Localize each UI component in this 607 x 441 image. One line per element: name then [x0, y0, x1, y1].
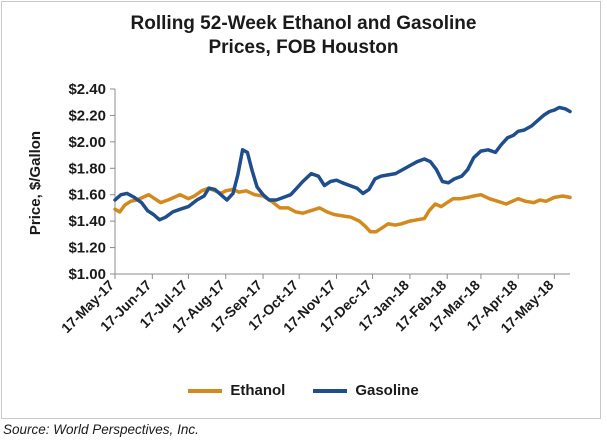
y-tick-label: $1.00 — [68, 266, 106, 283]
legend-label-ethanol: Ethanol — [230, 382, 286, 399]
y-axis-label: Price, $/Gallon — [27, 131, 44, 235]
y-tick-label: $2.20 — [68, 107, 106, 124]
legend-swatch-gasoline — [313, 388, 348, 393]
y-tick-label: $1.80 — [68, 160, 106, 177]
chart-title-line-1: Rolling 52-Week Ethanol and Gasoline — [130, 13, 477, 34]
chart-title: Rolling 52-Week Ethanol and Gasoline Pri… — [0, 12, 607, 60]
series-line-ethanol — [113, 186, 572, 234]
legend-swatch-ethanol — [188, 388, 223, 393]
y-tick-label: $2.40 — [68, 81, 106, 98]
chart-title-line-2: Prices, FOB Houston — [208, 37, 399, 58]
y-tick-label: $1.40 — [68, 213, 106, 230]
source-note: Source: World Perspectives, Inc. — [3, 422, 199, 437]
legend-item-ethanol: Ethanol — [188, 382, 285, 399]
chart-series — [113, 105, 572, 234]
chart-frame — [1, 1, 601, 419]
chart-legend: Ethanol Gasoline — [0, 382, 607, 399]
legend-label-gasoline: Gasoline — [355, 382, 419, 399]
y-tick-label: $2.00 — [68, 134, 106, 151]
y-tick-label: $1.20 — [68, 240, 106, 257]
y-tick-label: $1.60 — [68, 187, 106, 204]
series-line-gasoline — [113, 105, 572, 222]
legend-item-gasoline: Gasoline — [313, 382, 419, 399]
